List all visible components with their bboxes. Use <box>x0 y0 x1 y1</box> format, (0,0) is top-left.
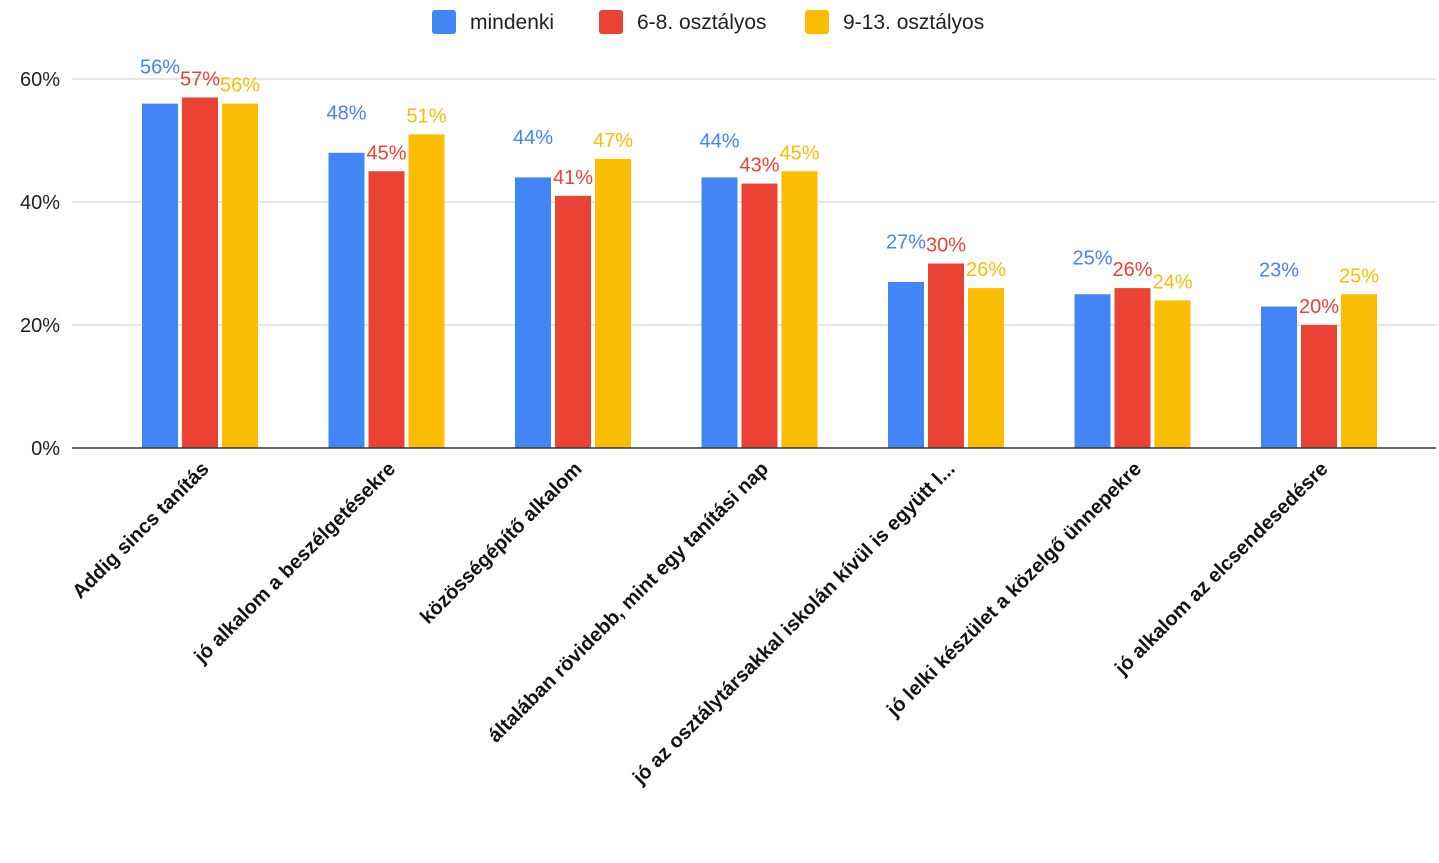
bar <box>368 171 405 448</box>
data-label: 48% <box>326 102 366 124</box>
bar <box>222 103 258 448</box>
data-label: 44% <box>699 130 739 152</box>
bar <box>1074 294 1111 448</box>
data-label: 57% <box>180 68 220 90</box>
bar <box>1261 306 1297 448</box>
bar <box>595 158 631 448</box>
y-tick-label: 40% <box>20 192 60 214</box>
legend-swatch <box>432 10 456 34</box>
data-label: 45% <box>366 142 406 164</box>
y-tick-label: 60% <box>20 69 60 91</box>
bar <box>701 177 738 448</box>
data-label: 26% <box>1112 259 1152 281</box>
data-label: 56% <box>140 57 180 79</box>
x-tick-label: jó alkalom az elcsendesedésre <box>1110 458 1332 680</box>
data-label: 51% <box>406 105 446 127</box>
x-tick-label: jó az osztálytársakkal iskolán kívül is … <box>628 458 959 789</box>
bar <box>968 288 1004 448</box>
bar <box>1301 325 1337 448</box>
bars <box>142 97 1377 449</box>
data-label: 27% <box>886 232 926 254</box>
legend: mindenki 6-8. osztályos 9-13. osztályos <box>432 10 984 34</box>
data-label: 26% <box>966 259 1006 281</box>
bar <box>555 195 591 448</box>
data-labels: 56%57% 56%48%45%51%44%41%47% 44%43%45%27% 3… <box>140 57 1379 318</box>
bar <box>888 281 924 448</box>
bar <box>142 103 178 448</box>
bar <box>408 134 445 448</box>
data-label: 30% <box>926 235 966 257</box>
legend-swatch <box>599 10 623 34</box>
data-label: 45% <box>779 142 819 164</box>
y-tick-label: 0% <box>31 438 60 460</box>
bar <box>741 183 778 449</box>
bar <box>328 152 365 449</box>
bar <box>515 177 551 448</box>
x-tick-label: Addig sincs tanítás <box>68 458 213 603</box>
bar <box>182 97 218 448</box>
bar <box>928 263 964 448</box>
legend-swatch <box>805 10 829 34</box>
data-label: 24% <box>1152 271 1192 293</box>
data-label: 20% <box>1299 296 1339 318</box>
data-label: 25% <box>1072 247 1112 269</box>
bar <box>1154 300 1191 448</box>
bar <box>1341 294 1377 448</box>
y-tick-label: 20% <box>20 315 60 337</box>
data-label: 44% <box>513 127 553 149</box>
data-label: 47% <box>593 130 633 152</box>
data-label: 25% <box>1339 265 1379 287</box>
legend-label: mindenki <box>470 11 554 34</box>
bar <box>781 171 818 448</box>
legend-label: 9-13. osztályos <box>843 11 984 34</box>
x-tick-label: közösségépítő alkalom <box>416 458 586 628</box>
data-label: 56% <box>220 75 260 97</box>
bar <box>1114 288 1151 448</box>
x-tick-label: jó alkalom a beszélgetésekre <box>190 458 400 668</box>
data-label: 41% <box>553 167 593 189</box>
legend-label: 6-8. osztályos <box>637 11 767 34</box>
data-label: 23% <box>1259 260 1299 282</box>
data-label: 43% <box>739 155 779 177</box>
y-axis-ticks: 0% 20% 40% 60% <box>20 69 60 460</box>
